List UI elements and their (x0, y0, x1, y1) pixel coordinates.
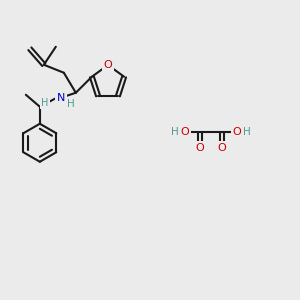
Text: H: H (171, 127, 179, 137)
Text: H: H (67, 99, 75, 109)
Text: H: H (41, 98, 49, 108)
Text: H: H (243, 127, 251, 137)
Text: O: O (196, 143, 204, 153)
Text: O: O (218, 143, 226, 153)
Text: N: N (57, 93, 65, 103)
Text: O: O (232, 127, 242, 137)
Text: O: O (181, 127, 189, 137)
Text: O: O (103, 60, 112, 70)
